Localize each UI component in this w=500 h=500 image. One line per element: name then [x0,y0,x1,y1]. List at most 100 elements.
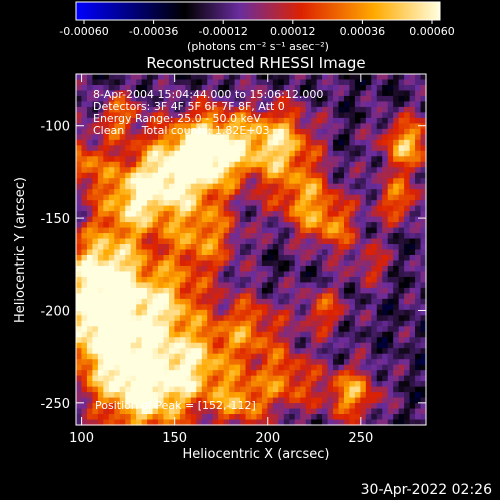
heatmap-cell [245,161,252,168]
heatmap-cell [125,216,132,223]
heatmap-cell [223,222,230,229]
heatmap-cell [185,315,192,322]
heatmap-cell [398,353,405,360]
heatmap-cell [97,419,104,426]
heatmap-cell [376,156,383,163]
heatmap-cell [256,315,263,322]
heatmap-cell [365,172,372,179]
heatmap-cell [190,397,197,404]
heatmap-cell [420,244,427,251]
heatmap-cell [103,370,110,377]
heatmap-cell [387,183,394,190]
heatmap-cell [376,309,383,316]
heatmap-cell [212,265,219,273]
heatmap-cell [97,331,104,338]
heatmap-cell [409,304,416,311]
heatmap-cell [354,386,361,393]
heatmap-cell [92,205,99,212]
heatmap-cell [114,117,121,124]
heatmap-cell [289,287,296,294]
heatmap-cell [245,117,252,124]
heatmap-cell [354,342,361,349]
heatmap-cell [212,145,219,152]
heatmap-cell [218,304,225,311]
heatmap-cell [201,315,208,322]
heatmap-cell [261,150,269,157]
heatmap-cell [420,106,427,113]
heatmap-cell [376,326,383,333]
heatmap-cell [278,227,285,234]
heatmap-cell [382,90,389,97]
heatmap-cell [201,249,208,256]
heatmap-cell [382,172,389,179]
heatmap-cell [108,370,115,377]
heatmap-cell [415,150,422,157]
heatmap-cell [300,244,307,251]
heatmap-cell [365,161,372,168]
heatmap-cell [190,244,197,251]
heatmap-cell [305,370,312,377]
heatmap-cell [261,238,269,245]
heatmap-cell [158,370,165,377]
heatmap-cell [267,205,274,212]
heatmap-cell [81,211,88,218]
heatmap-cell [86,194,94,201]
heatmap-cell [272,375,279,382]
heatmap-cell [376,178,383,185]
heatmap-cell [393,348,400,355]
heatmap-cell [327,403,334,410]
heatmap-cell [179,276,186,283]
heatmap-cell [86,331,94,338]
heatmap-cell [130,128,137,135]
heatmap-cell [294,298,301,305]
heatmap-cell [300,101,307,108]
heatmap-cell [311,260,318,267]
heatmap-cell [141,90,148,97]
heatmap-cell [289,260,296,267]
heatmap-cell [245,172,252,179]
heatmap-cell [251,359,258,366]
heatmap-cell [218,254,225,262]
heatmap-cell [333,194,340,201]
heatmap-cell [261,265,269,273]
heatmap-cell [196,156,203,163]
heatmap-cell [267,183,274,190]
heatmap-cell [278,90,285,97]
heatmap-cell [327,397,334,404]
heatmap-cell [327,254,334,262]
heatmap-cell [130,403,137,410]
heatmap-cell [81,315,88,322]
heatmap-cell [185,364,192,371]
heatmap-cell [179,298,186,305]
heatmap-cell [300,265,307,273]
heatmap-cell [354,134,361,141]
heatmap-cell [218,178,225,185]
heatmap-cell [196,260,203,267]
heatmap-cell [311,106,318,113]
heatmap-cell [261,117,269,124]
heatmap-cell [119,370,126,377]
heatmap-cell [289,386,296,393]
heatmap-cell [97,84,104,92]
heatmap-cell [289,315,296,322]
heatmap-cell [240,112,247,119]
heatmap-cell [360,260,367,267]
heatmap-cell [311,79,318,86]
heatmap-cell [343,244,351,251]
heatmap-cell [349,211,356,218]
heatmap-cell [81,249,88,256]
heatmap-cell [305,84,312,92]
heatmap-cell [218,139,225,146]
heatmap-cell [393,320,400,327]
heatmap-cell [376,161,383,168]
heatmap-cell [207,315,214,322]
heatmap-cell [322,331,329,338]
heatmap-cell [300,331,307,338]
heatmap-cell [234,276,241,283]
heatmap-cell [190,134,197,141]
heatmap-cell [398,276,405,283]
heatmap-cell [86,134,94,141]
heatmap-cell [420,84,427,92]
heatmap-cell [86,161,94,168]
heatmap-cell [387,222,394,229]
